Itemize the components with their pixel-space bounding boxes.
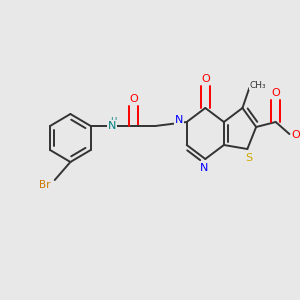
Text: O: O xyxy=(292,130,300,140)
Text: N: N xyxy=(108,121,116,131)
Text: Br: Br xyxy=(39,180,51,190)
Text: CH₃: CH₃ xyxy=(250,80,266,89)
Text: O: O xyxy=(201,74,210,84)
Text: S: S xyxy=(245,153,252,163)
Text: O: O xyxy=(129,94,138,104)
Text: N: N xyxy=(175,115,183,125)
Text: N: N xyxy=(200,163,208,173)
Text: O: O xyxy=(271,88,280,98)
Text: H: H xyxy=(110,116,116,125)
